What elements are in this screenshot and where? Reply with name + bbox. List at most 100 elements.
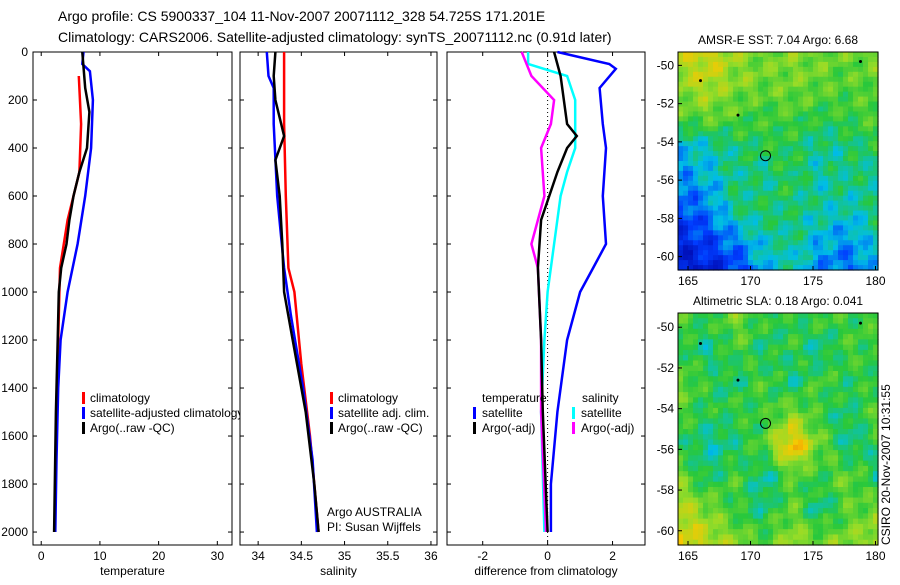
heatmap-cell — [733, 508, 739, 514]
heatmap-cell — [803, 106, 809, 113]
heatmap-cell — [838, 235, 844, 241]
heatmap-cell — [823, 175, 829, 182]
heatmap-cell — [788, 460, 794, 467]
heatmap-cell — [873, 355, 879, 362]
heatmap-cell — [873, 260, 879, 266]
heatmap-cell — [858, 392, 864, 398]
heatmap-cell — [843, 66, 849, 73]
heatmap-cell — [818, 355, 824, 362]
heatmap-cell — [788, 230, 794, 236]
heatmap-cell — [703, 439, 709, 446]
heatmap-cell — [873, 235, 879, 241]
heatmap-cell — [848, 96, 854, 103]
heatmap-cell — [868, 465, 874, 472]
heatmap-cell — [818, 131, 824, 137]
heatmap-cell — [693, 151, 699, 157]
heatmap-cell — [863, 220, 869, 226]
heatmap-cell — [813, 116, 819, 122]
heatmap-cell — [753, 460, 759, 467]
heatmap-cell — [763, 146, 769, 152]
heatmap-cell — [868, 81, 874, 88]
heatmap-cell — [803, 413, 809, 420]
heatmap-cell — [868, 523, 874, 530]
heatmap-cell — [748, 71, 754, 78]
heatmap-cell — [738, 397, 744, 404]
heatmap-cell — [718, 376, 724, 383]
heatmap-cell — [873, 318, 879, 325]
heatmap-cell — [778, 334, 784, 340]
heatmap-cell — [773, 205, 779, 212]
heatmap-cell — [723, 465, 729, 472]
heatmap-cell — [798, 81, 804, 88]
heatmap-cell — [758, 101, 764, 108]
heatmap-cell — [733, 255, 739, 261]
heatmap-cell — [778, 205, 784, 212]
heatmap-cell — [693, 235, 699, 241]
heatmap-cell — [808, 190, 814, 197]
heatmap-cell — [863, 334, 869, 340]
heatmap-cell — [803, 225, 809, 231]
heatmap-cell — [703, 444, 709, 451]
heatmap-cell — [848, 111, 854, 117]
heatmap-cell — [723, 529, 729, 536]
heatmap-cell — [683, 334, 689, 340]
heatmap-cell — [813, 215, 819, 222]
heatmap-cell — [798, 407, 804, 414]
heatmap-cell — [833, 407, 839, 414]
heatmap-cell — [863, 386, 869, 393]
heatmap-cell — [813, 365, 819, 372]
heatmap-cell — [753, 386, 759, 393]
heatmap-cell — [698, 101, 704, 108]
heatmap-cell — [678, 481, 684, 488]
heatmap-cell — [838, 265, 844, 271]
heatmap-cell — [848, 455, 854, 462]
heatmap-cell — [803, 175, 809, 182]
heatmap-cell — [828, 344, 834, 351]
heatmap-cell — [693, 465, 699, 472]
heatmap-cell — [718, 397, 724, 404]
heatmap-cell — [728, 313, 734, 319]
heatmap-cell — [698, 397, 704, 404]
heatmap-cell — [753, 56, 759, 63]
heatmap-cell — [833, 439, 839, 446]
heatmap-cell — [838, 371, 844, 377]
heatmap-cell — [768, 365, 774, 372]
heatmap-cell — [858, 96, 864, 103]
heatmap-cell — [683, 418, 689, 425]
heatmap-cell — [703, 344, 709, 351]
heatmap-cell — [803, 344, 809, 351]
heatmap-cell — [708, 513, 714, 520]
heatmap-cell — [843, 476, 849, 483]
heatmap-cell — [698, 439, 704, 446]
heatmap-cell — [833, 220, 839, 226]
heatmap-cell — [808, 101, 814, 108]
heatmap-cell — [828, 91, 834, 98]
heatmap-cell — [713, 180, 719, 187]
heatmap-cell — [678, 444, 684, 451]
heatmap-cell — [733, 455, 739, 462]
heatmap-cell — [763, 225, 769, 231]
heatmap-cell — [723, 151, 729, 157]
heatmap-cell — [688, 402, 694, 409]
heatmap-cell — [753, 318, 759, 325]
heatmap-cell — [798, 460, 804, 467]
argo-country-label: Argo AUSTRALIA — [327, 505, 422, 519]
heatmap-cell — [808, 180, 814, 187]
heatmap-cell — [688, 116, 694, 122]
heatmap-cell — [753, 455, 759, 462]
heatmap-cell — [733, 355, 739, 362]
heatmap-cell — [708, 240, 714, 246]
heatmap-cell — [863, 534, 869, 541]
heatmap-cell — [808, 386, 814, 393]
heatmap-cell — [838, 180, 844, 187]
heatmap-cell — [823, 76, 829, 83]
heatmap-cell — [853, 146, 859, 152]
heatmap-cell — [688, 91, 694, 98]
heatmap-cell — [813, 487, 819, 493]
heatmap-cell — [833, 402, 839, 409]
series-line-temperature-satellite — [549, 50, 618, 532]
heatmap-cell — [723, 328, 729, 335]
heatmap-cell — [873, 481, 879, 488]
heatmap-cell — [783, 492, 789, 499]
heatmap-cell — [788, 111, 794, 117]
